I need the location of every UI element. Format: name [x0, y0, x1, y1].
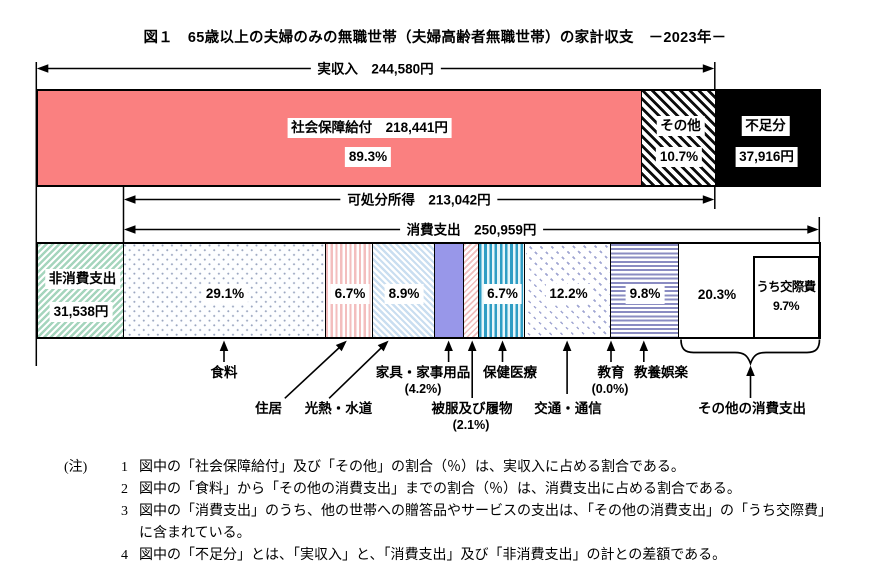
callout-arrow-furniture [444, 340, 453, 362]
consumption-arrow-head-left [124, 225, 136, 234]
income-arrow-label: 実収入 244,580円 [310, 60, 441, 77]
callout-food: 食料 [210, 364, 238, 380]
social-security-label: 社会保障給付 218,441円 [287, 117, 452, 138]
income-bar: 社会保障給付 218,441円 89.3% その他 10.7% 不足分 37,9… [35, 89, 821, 187]
note-text: 図中の「不足分」とは、「実収入」と、「消費支出」及び「非消費支出」の計との差額で… [139, 548, 727, 563]
housing-pct: 6.7% [330, 283, 370, 304]
notes-heading: (注) [64, 460, 88, 475]
culture-pct: 9.8% [625, 283, 665, 304]
social-expenses-box: うち交際費 9.7% [752, 255, 820, 339]
utilities-pct: 8.9% [384, 283, 424, 304]
segment-clothing [464, 243, 479, 337]
food-pct: 29.1% [201, 283, 249, 304]
note-item-1: 1 図中の「社会保障給付」及び「その他」の割合（％）は、実収入に占める割合である… [114, 457, 854, 479]
disposable-arrow-label: 可処分所得 213,042円 [340, 191, 498, 208]
disposable-arrow-head-right [702, 195, 715, 204]
other-income-pct: 10.7% [655, 147, 703, 167]
social-expenses-pct: 9.7% [772, 299, 800, 313]
note-number: 2 [121, 482, 128, 497]
callout-arrow-other-expense [746, 365, 755, 398]
note-number: 4 [121, 548, 128, 563]
other-expense-pct: 20.3% [697, 286, 737, 302]
callout-other-expense: その他の消費支出 [698, 400, 806, 416]
non-consumption-label: 非消費支出 [44, 268, 121, 289]
callout-arrow-health [498, 340, 507, 362]
notes: (注) 1 図中の「社会保障給付」及び「その他」の割合（％）は、実収入に占める割… [64, 457, 854, 567]
callout-education: 教育 [597, 364, 625, 380]
health-pct: 6.7% [483, 283, 522, 304]
non-consumption-value: 31,538円 [49, 301, 113, 322]
callout-furniture: 家具・家事用品 [375, 364, 471, 380]
note-text: 図中の「消費支出」のうち、他の世帯への贈答品やサービスの支出は、「その他の消費支… [139, 504, 832, 541]
disposable-arrow-head-left [124, 195, 136, 204]
callout-clothing: 被服及び履物 [431, 400, 513, 416]
social-expenses-label: うち交際費 [756, 280, 817, 294]
social-security-pct: 89.3% [344, 147, 392, 167]
chart-title: 図１ 65歳以上の夫婦のみの無職世帯（夫婦高齢者無職世帯）の家計収支 －2023… [143, 30, 727, 46]
segment-social-security [37, 91, 643, 185]
other-expense-brace [680, 339, 821, 367]
other-income-label: その他 [656, 116, 705, 136]
segment-other-income [642, 91, 715, 185]
callout-health: 保健医療 [483, 364, 537, 380]
callout-arrow-housing [284, 340, 347, 399]
callout-education-pct: (0.0%) [591, 382, 629, 396]
callout-utilities: 光熱・水道 [304, 400, 373, 416]
income-arrow-head-right [702, 64, 715, 73]
segment-furniture [434, 243, 465, 337]
callout-arrow-food [219, 340, 229, 362]
note-number: 1 [121, 460, 128, 475]
note-text: 図中の「食料」から「その他の消費支出」までの割合（％）は、消費支出に占める割合で… [139, 482, 741, 497]
note-item-2: 2 図中の「食料」から「その他の消費支出」までの割合（％）は、消費支出に占める割… [114, 479, 854, 501]
note-number: 3 [121, 504, 128, 519]
callout-housing: 住居 [255, 400, 282, 416]
note-item-3: 3 図中の「消費支出」のうち、他の世帯への贈答品やサービスの支出は、「その他の消… [114, 501, 854, 545]
callout-furniture-pct: (4.2%) [404, 382, 442, 396]
callout-transport: 交通・通信 [534, 400, 602, 416]
callout-culture: 教養娯楽 [634, 364, 688, 380]
callout-arrow-education [606, 340, 616, 362]
expense-bar: 非消費支出 31,538円 29.1% 6.7% 8.9% 6.7% 12.2%… [35, 241, 821, 339]
note-text: 図中の「社会保障給付」及び「その他」の割合（％）は、実収入に占める割合である。 [139, 460, 685, 475]
consumption-arrow-head-right [807, 225, 819, 234]
callout-arrow-transport [562, 340, 572, 394]
callout-arrow-culture [639, 340, 649, 362]
segment-non-consumption [37, 243, 124, 337]
income-arrow-head-left [36, 64, 49, 73]
note-item-4: 4 図中の「不足分」とは、「実収入」と、「消費支出」及び「非消費支出」の計との差… [114, 545, 854, 567]
consumption-arrow-label: 消費支出 250,959円 [399, 221, 544, 238]
deficit-label: 不足分 [741, 116, 790, 136]
deficit-value: 37,916円 [735, 147, 798, 167]
callout-clothing-pct: (2.1%) [452, 418, 490, 432]
transport-pct: 12.2% [545, 283, 592, 304]
segment-deficit [714, 91, 819, 185]
